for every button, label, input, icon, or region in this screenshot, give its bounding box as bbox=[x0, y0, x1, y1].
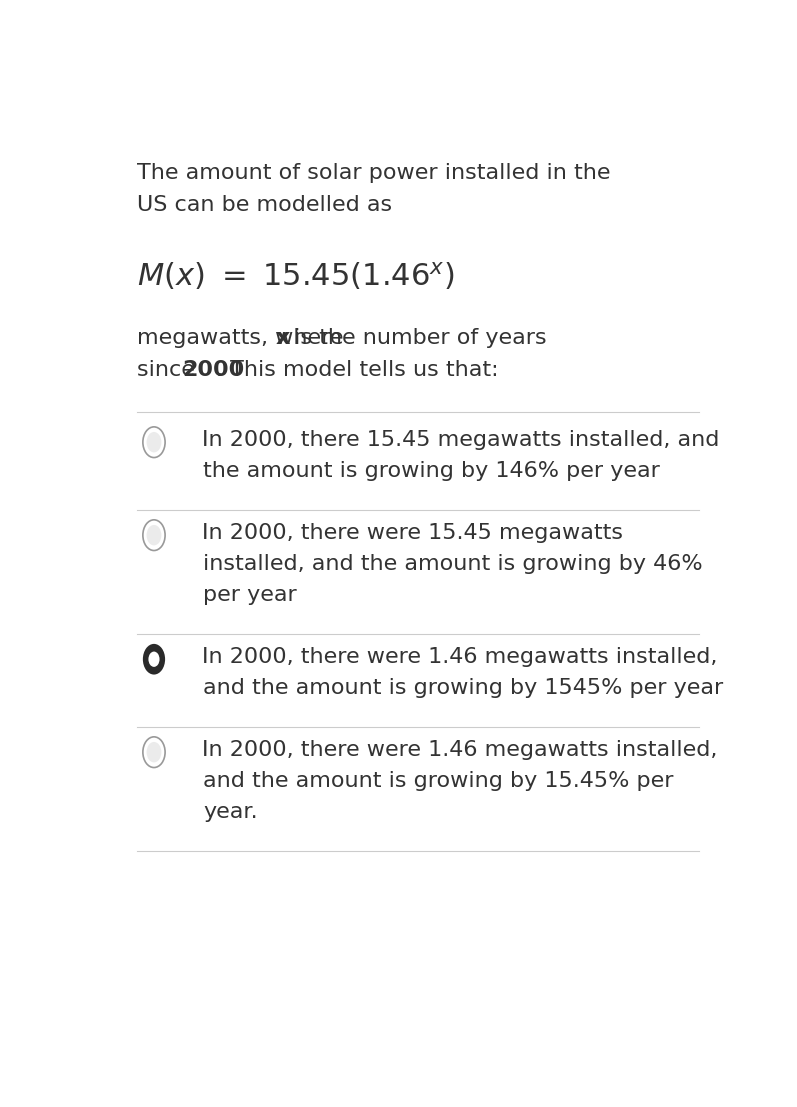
Circle shape bbox=[143, 737, 165, 767]
Text: the amount is growing by 146% per year: the amount is growing by 146% per year bbox=[203, 461, 660, 482]
Circle shape bbox=[147, 432, 161, 453]
Text: is the number of years: is the number of years bbox=[287, 328, 547, 348]
Circle shape bbox=[147, 525, 161, 546]
Circle shape bbox=[148, 652, 159, 666]
Text: per year: per year bbox=[203, 586, 297, 606]
Text: . This model tells us that:: . This model tells us that: bbox=[216, 360, 498, 381]
Text: installed, and the amount is growing by 46%: installed, and the amount is growing by … bbox=[203, 554, 703, 573]
Text: In 2000, there were 1.46 megawatts installed,: In 2000, there were 1.46 megawatts insta… bbox=[202, 739, 717, 759]
Text: and the amount is growing by 1545% per year: and the amount is growing by 1545% per y… bbox=[203, 677, 724, 699]
Text: year.: year. bbox=[203, 803, 258, 823]
Text: US can be modelled as: US can be modelled as bbox=[137, 195, 392, 215]
Circle shape bbox=[143, 520, 165, 550]
Text: In 2000, there 15.45 megawatts installed, and: In 2000, there 15.45 megawatts installed… bbox=[202, 430, 719, 449]
Circle shape bbox=[143, 427, 165, 457]
Text: The amount of solar power installed in the: The amount of solar power installed in t… bbox=[137, 163, 611, 183]
Circle shape bbox=[147, 742, 161, 763]
Text: In 2000, there were 1.46 megawatts installed,: In 2000, there were 1.46 megawatts insta… bbox=[202, 646, 717, 666]
Text: x: x bbox=[276, 328, 290, 348]
Text: In 2000, there were 15.45 megawatts: In 2000, there were 15.45 megawatts bbox=[202, 523, 622, 542]
Text: megawatts, where: megawatts, where bbox=[137, 328, 351, 348]
Text: 2000: 2000 bbox=[182, 360, 244, 381]
Text: and the amount is growing by 15.45% per: and the amount is growing by 15.45% per bbox=[203, 770, 674, 792]
Text: $\mathit{M}(\mathit{x})\ =\ 15.45(1.46^x)$: $\mathit{M}(\mathit{x})\ =\ 15.45(1.46^x… bbox=[137, 260, 454, 292]
Circle shape bbox=[143, 644, 165, 674]
Text: since: since bbox=[137, 360, 202, 381]
